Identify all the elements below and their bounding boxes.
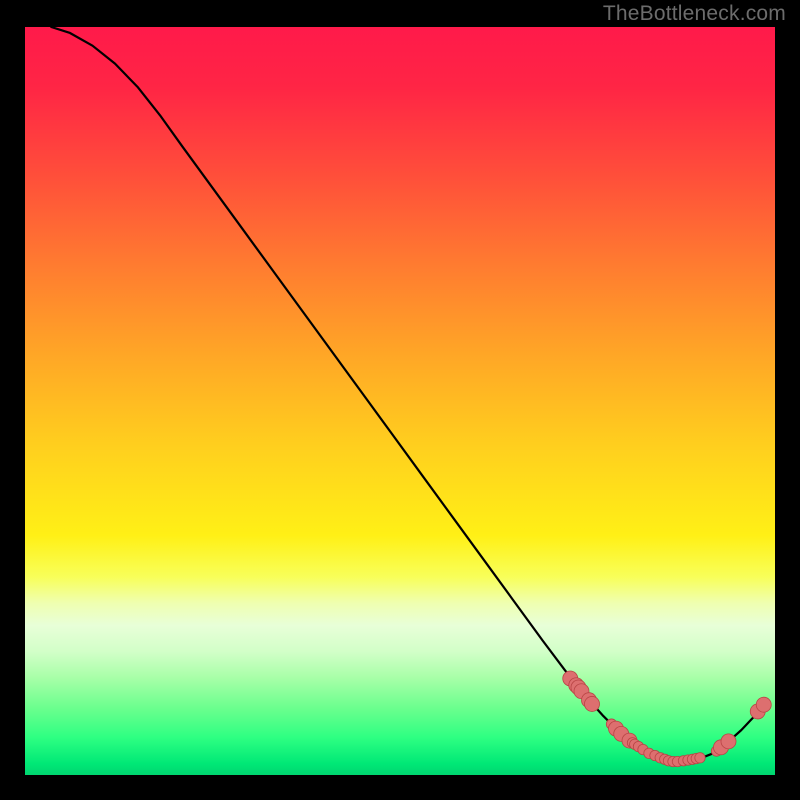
chart-background	[25, 27, 775, 775]
chart-plot-area	[25, 27, 775, 775]
data-marker	[756, 697, 771, 712]
watermark-text: TheBottleneck.com	[603, 2, 786, 26]
data-marker	[585, 696, 600, 711]
data-marker	[695, 753, 705, 763]
data-marker	[721, 734, 736, 749]
chart-svg	[25, 27, 775, 775]
